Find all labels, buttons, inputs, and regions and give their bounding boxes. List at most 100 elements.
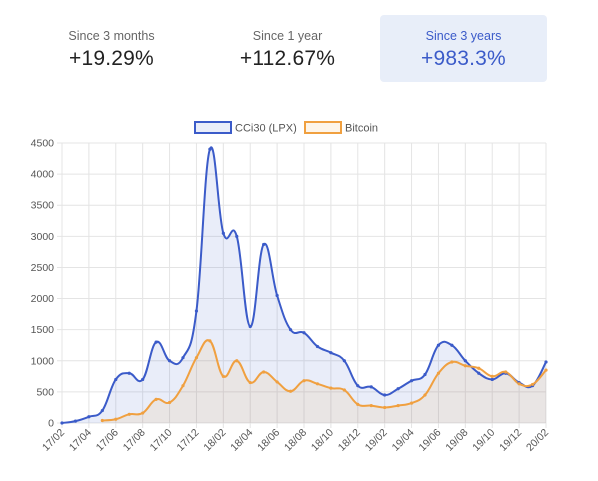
cci30-point: [100, 408, 104, 413]
x-tick-label: 18/10: [309, 427, 336, 454]
cci30-point: [221, 231, 225, 235]
cci30-point: [181, 356, 185, 360]
bitcoin-point: [100, 418, 104, 423]
x-tick-label: 17/08: [121, 427, 148, 454]
cci30-point: [463, 359, 467, 363]
cci30-point: [423, 372, 427, 377]
tab-value: +19.29%: [69, 47, 154, 70]
bitcoin-point: [248, 380, 252, 385]
y-tick-label: 2000: [31, 293, 55, 305]
cci30-point: [235, 234, 239, 238]
x-tick-label: 18/06: [255, 427, 282, 454]
bitcoin-point: [275, 380, 279, 384]
y-tick-label: 1500: [31, 324, 55, 336]
tab-since-1-year[interactable]: Since 1 year +112.67%: [204, 15, 371, 82]
cci30-point: [490, 377, 494, 382]
cci30-point: [288, 328, 293, 332]
cci30-point: [356, 384, 360, 388]
y-tick-label: 3500: [31, 200, 55, 212]
bitcoin-point: [517, 382, 521, 386]
cci30-point: [342, 359, 346, 363]
bitcoin-point: [208, 339, 212, 343]
y-tick-label: 2500: [31, 262, 55, 274]
bitcoin-area: [102, 340, 546, 423]
bitcoin-point: [181, 384, 185, 388]
bitcoin-point: [423, 393, 427, 397]
chart-legend: CCi30 (LPX) Bitcoin: [194, 121, 378, 135]
cci30-point: [409, 379, 414, 383]
cci30-point: [60, 421, 64, 425]
x-tick-label: 19/10: [470, 427, 497, 454]
bitcoin-point: [396, 403, 400, 408]
y-axis-ticks: 0 500 1000 1500 2000 2500 3000 3500 4000 4500: [31, 138, 55, 430]
cci30-point: [450, 343, 454, 347]
bitcoin-point: [221, 374, 225, 378]
x-tick-label: 17/06: [94, 427, 121, 454]
tab-label: Since 3 months: [68, 29, 155, 43]
x-tick-label: 19/12: [497, 427, 524, 454]
bitcoin-point: [315, 382, 320, 386]
bitcoin-point: [450, 360, 454, 364]
bitcoin-point: [114, 417, 118, 421]
cci30-point: [436, 343, 441, 347]
bitcoin-line: [102, 339, 547, 422]
cci30-point: [127, 371, 131, 375]
y-tick-label: 1000: [31, 355, 55, 367]
x-tick-label: 18/08: [282, 427, 309, 454]
x-tick-label: 18/04: [228, 427, 255, 454]
cci30-point: [167, 359, 172, 363]
y-tick-label: 500: [36, 386, 54, 398]
x-tick-label: 17/12: [174, 427, 201, 454]
bitcoin-point: [477, 366, 481, 370]
x-tick-label: 19/06: [416, 427, 443, 454]
tab-value: +112.67%: [239, 47, 336, 70]
cci30-line: [61, 146, 547, 424]
legend-label-bitcoin: Bitcoin: [345, 123, 378, 135]
cci30-point: [383, 393, 387, 397]
bitcoin-point: [302, 379, 306, 383]
bitcoin-point: [463, 364, 467, 368]
x-tick-label: 19/08: [443, 427, 470, 454]
y-tick-label: 3000: [31, 231, 55, 243]
bitcoin-point: [329, 386, 333, 390]
tab-since-3-months[interactable]: Since 3 months +19.29%: [28, 15, 195, 82]
x-tick-label: 19/04: [390, 427, 417, 454]
cci30-point: [87, 415, 91, 419]
tab-value: +983.3%: [421, 47, 506, 70]
y-tick-label: 4000: [31, 169, 55, 181]
cci30-area: [62, 147, 546, 423]
bitcoin-point: [356, 402, 360, 406]
bitcoin-point: [409, 401, 414, 405]
cci30-point: [73, 419, 78, 423]
x-tick-label: 19/02: [363, 427, 390, 454]
x-tick-label: 18/02: [201, 427, 228, 454]
bitcoin-point: [342, 388, 346, 392]
bitcoin-point: [530, 382, 535, 387]
chart-areas: [62, 147, 546, 423]
cci30-point: [329, 351, 333, 355]
x-tick-label: 17/10: [148, 427, 175, 454]
legend-swatch-cci30: [194, 121, 232, 134]
cci30-point: [315, 344, 320, 349]
cci30-point: [194, 309, 199, 313]
x-axis-ticks: 17/02 17/04 17/06 17/08 17/10 17/12 18/02 18/04…: [40, 427, 551, 454]
period-tabs: Since 3 months +19.29% Since 1 year +112…: [0, 0, 598, 100]
bitcoin-point: [194, 356, 199, 360]
bitcoin-point: [383, 405, 387, 410]
bitcoin-point: [141, 411, 145, 415]
x-tick-label: 17/02: [40, 427, 67, 454]
legend-label-cci30: CCi30 (LPX): [235, 123, 297, 135]
cci30-point: [248, 324, 252, 329]
cci30-point: [369, 385, 373, 389]
cci30-point: [302, 331, 306, 335]
cci30-point: [114, 377, 118, 382]
bitcoin-point: [504, 370, 508, 374]
cci30-point: [477, 371, 481, 375]
bitcoin-point: [369, 403, 373, 408]
cci30-point: [154, 340, 158, 344]
tab-label: Since 3 years: [425, 29, 502, 43]
cci30-point: [141, 377, 145, 382]
bitcoin-point: [288, 389, 293, 393]
line-chart: 0 500 1000 1500 2000 2500 3000 3500 4000 4500 17/…: [31, 121, 551, 454]
tab-since-3-years[interactable]: Since 3 years +983.3%: [380, 15, 547, 82]
